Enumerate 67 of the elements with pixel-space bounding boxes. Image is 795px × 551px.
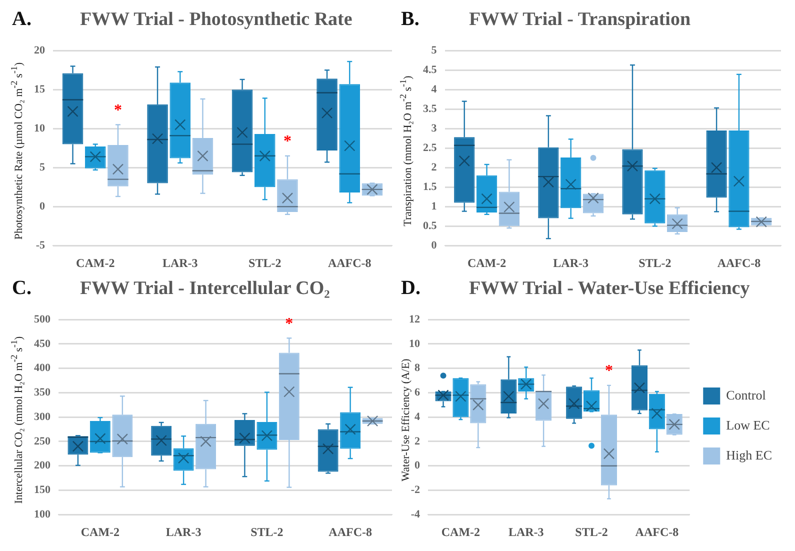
y-tick-label: 100 (34, 508, 51, 520)
y-tick-label: -5 (36, 239, 46, 252)
y-tick-label: 350 (34, 386, 51, 399)
y-tick-label: 4.5 (423, 64, 438, 76)
x-tick-label: STL-2 (575, 524, 608, 539)
y-axis-title: Water-Use Efficiency (A/E) (400, 358, 412, 482)
y-tick-label: 6 (414, 386, 420, 399)
x-tick-label: STL-2 (638, 256, 672, 270)
y-tick-label: 15 (34, 83, 46, 96)
x-tick-label: CAM-2 (467, 256, 506, 270)
x-tick-label: AAFC-8 (328, 256, 372, 270)
x-tick-label: AAFC-8 (717, 256, 761, 270)
y-tick-label: 200 (34, 460, 51, 472)
y-tick-label: 150 (34, 484, 51, 496)
y-tick-label: 450 (34, 338, 51, 350)
annotation: * (283, 133, 292, 150)
y-tick-label: 2.5 (423, 142, 438, 154)
chart-title: FWW Trial - Intercellular CO₂ (80, 278, 330, 300)
annotation: * (285, 315, 294, 332)
x-tick-label: STL-2 (250, 524, 284, 539)
text: C. (12, 277, 32, 300)
legend-label: High EC (726, 447, 772, 462)
x-tick-label: CAM-2 (76, 256, 115, 270)
y-tick-label: 3 (431, 122, 438, 134)
chart-title: FWW Trial - Water-Use Efficiency (469, 278, 750, 300)
annotation: * (604, 362, 613, 380)
y-tick-label: 5 (40, 161, 46, 174)
y-tick-label: 300 (34, 410, 51, 423)
y-tick-label: 0 (431, 239, 438, 252)
y-tick-label: 250 (34, 435, 51, 448)
text: B. (401, 8, 420, 31)
x-tick-label: AAFC-8 (328, 524, 372, 539)
x-tick-label: LAR-3 (508, 524, 544, 539)
y-tick-label: 10 (409, 338, 420, 350)
legend-label: Low EC (726, 417, 770, 432)
y-tick-label: 4 (414, 410, 420, 423)
y-tick-label: 5 (431, 44, 438, 56)
x-tick-label: CAM-2 (441, 524, 480, 539)
x-tick-label: CAM-2 (80, 524, 120, 539)
y-tick-label: 1 (431, 200, 437, 212)
y-tick-label: 4 (431, 83, 438, 96)
y-tick-label: 3.5 (423, 102, 438, 115)
y-tick-label: 8 (414, 362, 420, 374)
y-tick-label: 0.5 (423, 220, 438, 232)
y-tick-label: 500 (34, 313, 51, 326)
y-tick-label: 0 (40, 200, 46, 212)
x-tick-label: AAFC-8 (635, 524, 679, 539)
x-tick-label: LAR-3 (166, 524, 202, 539)
y-tick-label: 10 (34, 122, 46, 134)
y-tick-label: 2 (414, 435, 420, 448)
x-tick-label: LAR-3 (553, 256, 589, 270)
y-tick-label: -4 (410, 508, 420, 520)
chart-title: FWW Trial - Photosynthetic Rate (80, 9, 352, 31)
y-tick-label: 20 (34, 44, 46, 56)
y-tick-label: 2 (431, 161, 438, 174)
y-tick-label: 1.5 (423, 180, 438, 193)
y-tick-label: 400 (34, 362, 51, 374)
x-tick-label: LAR-3 (162, 256, 198, 270)
y-tick-label: 0 (414, 460, 420, 472)
chart-title: FWW Trial - Transpiration (469, 9, 691, 31)
x-tick-label: STL-2 (248, 256, 282, 270)
text: D. (401, 277, 422, 300)
annotation: * (114, 102, 122, 119)
y-tick-label: 12 (409, 313, 420, 326)
y-tick-label: -2 (410, 484, 420, 496)
text: A. (12, 8, 32, 31)
legend-label: Control (726, 387, 766, 402)
